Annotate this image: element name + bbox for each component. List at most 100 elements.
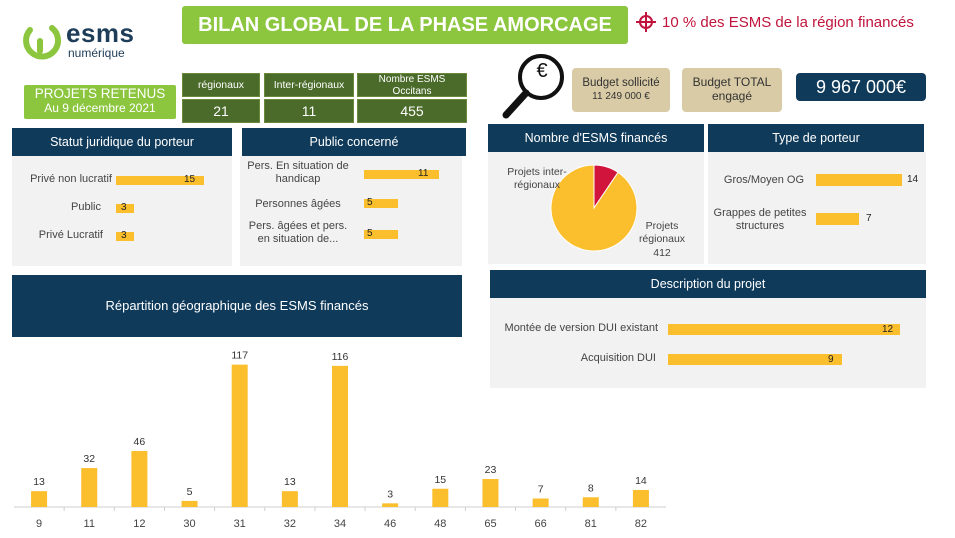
- geo-value-label-48: 15: [434, 474, 446, 486]
- stat-value-inter: 11: [264, 99, 354, 123]
- type-bar-0: [816, 174, 902, 186]
- description-header: Description du projet: [490, 270, 926, 298]
- logo-icon: [23, 25, 62, 60]
- geo-tick-label-48: 48: [434, 518, 446, 530]
- budget-solicited-value: 11 249 000 €: [592, 91, 650, 102]
- geo-value-label-12: 46: [134, 436, 146, 448]
- description-bar-0: [668, 324, 900, 335]
- geo-bar-30: [181, 500, 198, 507]
- pie-slice-1: [550, 164, 638, 252]
- stat-label-esms: Nombre ESMS Occitans: [357, 73, 467, 97]
- geo-tick-label-32: 32: [284, 518, 296, 530]
- statut-label-1: Public: [71, 201, 101, 213]
- public-bar-0: [364, 170, 439, 179]
- geo-value-label-65: 23: [485, 464, 497, 476]
- geo-tick-label-82: 82: [635, 518, 647, 530]
- geo-tick-label-66: 66: [534, 518, 546, 530]
- type-bar-1: [816, 213, 859, 225]
- geo-bar-34: [332, 365, 348, 507]
- geo-tick-label-31: 31: [234, 518, 246, 530]
- statut-bar-2: [116, 232, 134, 241]
- nombre-header: Nombre d'ESMS financés: [488, 124, 704, 152]
- stat-label-inter: Inter-régionaux: [264, 73, 354, 97]
- target-note-text: 10 % des ESMS de la région financés: [662, 13, 914, 31]
- type-header: Type de porteur: [708, 124, 924, 152]
- geo-value-label-82: 14: [635, 475, 647, 487]
- geo-bar-12: [131, 451, 148, 507]
- euro-symbol: €: [536, 60, 548, 82]
- budget-total-value: 9 967 000€: [796, 73, 926, 101]
- magnifier-euro-icon: [502, 54, 564, 119]
- statut-value-2: 3: [121, 230, 127, 241]
- pie-value-regionaux: 412: [653, 247, 671, 259]
- stat-label-regionaux: régionaux: [182, 73, 260, 97]
- logo: esms numérique: [22, 18, 152, 63]
- geo-tick-label-9: 9: [36, 518, 42, 530]
- public-header: Public concerné: [242, 128, 466, 156]
- geo-value-label-30: 5: [187, 486, 193, 498]
- geo-tick-label-81: 81: [585, 518, 597, 530]
- geo-tick-label-30: 30: [183, 518, 195, 530]
- geo-bar-32: [281, 491, 298, 507]
- geo-bar-81: [582, 497, 599, 507]
- geo-value-label-32: 13: [284, 476, 296, 488]
- public-bar-1: [364, 199, 398, 208]
- stat-value-regionaux: 21: [182, 99, 260, 123]
- geo-bar-46: [382, 503, 399, 507]
- statut-bar-1: [116, 204, 134, 213]
- geo-bar-66: [532, 498, 549, 507]
- geo-tick-label-12: 12: [133, 518, 145, 530]
- description-label-0: Montée de version DUI existant: [504, 322, 658, 334]
- public-label-2: Pers. âgées et pers. en situation de...: [248, 220, 348, 245]
- statut-bar-0: [116, 176, 204, 185]
- pie-label-inter: Projets inter-régionaux: [507, 166, 567, 191]
- description-bar-1: [668, 354, 842, 365]
- type-value-0: 14: [907, 174, 919, 185]
- geo-bar-65: [482, 479, 499, 507]
- geo-value-label-46: 3: [387, 488, 393, 500]
- type-label-0: Gros/Moyen OG: [723, 174, 804, 186]
- type-label-1: Grappes de petites structures: [713, 207, 807, 232]
- public-label-0: Pers. En situation de handicap: [247, 160, 349, 185]
- statut-header: Statut juridique du porteur: [12, 128, 232, 156]
- target-note: 10 % des ESMS de la région financés: [636, 10, 946, 34]
- repartition-header: Répartition géographique des ESMS financ…: [12, 275, 462, 337]
- pie-chart: [550, 164, 638, 252]
- public-value-0: 11: [418, 168, 429, 179]
- statut-value-1: 3: [121, 202, 127, 213]
- statut-label-0: Privé non lucratif: [30, 173, 112, 185]
- geo-value-label-34: 116: [332, 351, 349, 363]
- description-value-1: 9: [828, 354, 834, 365]
- budget-total-label: Budget TOTAL engagé: [692, 75, 772, 103]
- budget-solicited: Budget sollicité 11 249 000 €: [572, 68, 670, 112]
- budget-total: Budget TOTAL engagé: [682, 68, 782, 112]
- geo-tick-label-34: 34: [334, 518, 346, 530]
- public-bar-2: [364, 230, 398, 239]
- public-label-1: Personnes âgées: [255, 198, 341, 210]
- target-icon: [636, 12, 656, 32]
- geo-bar-48: [432, 488, 449, 507]
- geo-value-label-11: 32: [83, 453, 95, 465]
- type-value-1: 7: [866, 213, 872, 224]
- pie-label-regionaux: Projets régionaux: [638, 220, 686, 245]
- public-value-1: 5: [367, 197, 373, 208]
- geo-bar-82: [632, 489, 649, 507]
- logo-line1: esms: [66, 18, 135, 48]
- projets-date: Au 9 décembre 2021: [44, 101, 156, 115]
- statut-panel: Privé non lucratif Public Privé Lucratif…: [12, 156, 232, 266]
- geo-tick-label-46: 46: [384, 518, 396, 530]
- public-value-2: 5: [367, 228, 373, 239]
- geo-value-label-81: 8: [588, 482, 594, 494]
- statut-value-0: 15: [184, 174, 196, 185]
- geo-value-label-31: 117: [231, 350, 248, 362]
- description-panel: Montée de version DUI existant Acquisiti…: [490, 298, 926, 388]
- description-label-1: Acquisition DUI: [580, 352, 656, 364]
- geo-value-label-66: 7: [538, 483, 544, 495]
- description-value-0: 12: [882, 324, 894, 335]
- geo-bar-11: [81, 468, 98, 507]
- public-panel: Pers. En situation de handicap Personnes…: [240, 156, 462, 266]
- logo-line2: numérique: [68, 46, 125, 60]
- stat-value-esms: 455: [357, 99, 467, 123]
- geo-bar-31: [231, 364, 248, 507]
- geo-bar-chart: 13 9 32 11 46 12 5 30 117 31 13 32 116 34 3 46 15 48 23 65 7…: [14, 350, 666, 530]
